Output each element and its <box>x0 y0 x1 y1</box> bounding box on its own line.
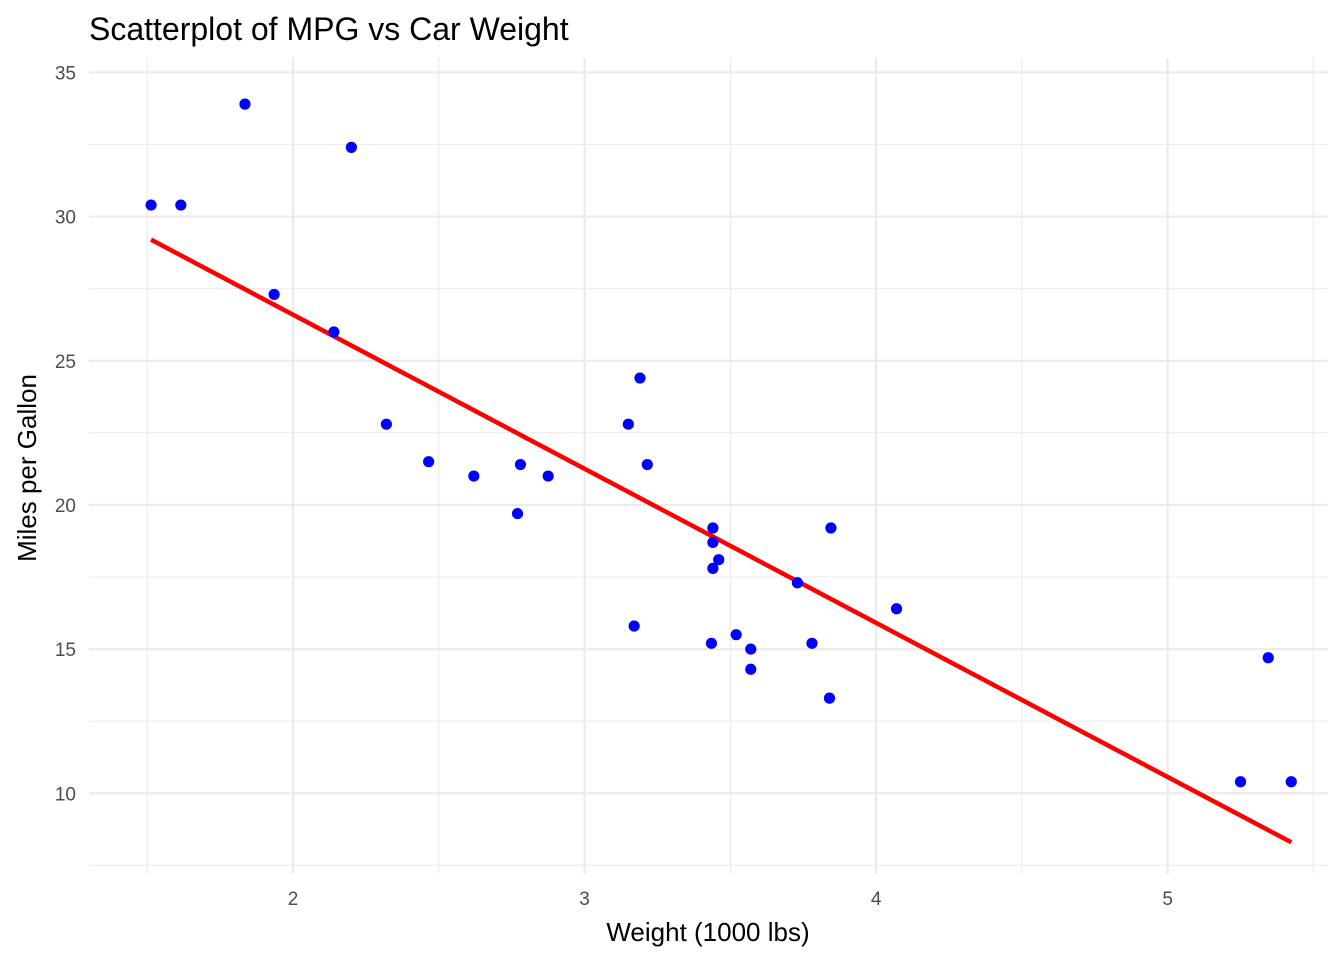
data-points <box>145 98 1297 788</box>
x-tick-label: 3 <box>579 889 590 910</box>
data-point <box>268 288 280 301</box>
data-point <box>791 577 804 589</box>
regression-line <box>150 237 1293 845</box>
data-point <box>707 536 719 549</box>
data-point <box>622 418 634 430</box>
data-point <box>468 470 480 482</box>
data-point <box>745 643 757 655</box>
data-point <box>730 629 742 641</box>
chart-title: Scatterplot of MPG vs Car Weight <box>89 11 569 47</box>
data-point <box>634 372 646 384</box>
data-point <box>745 663 757 675</box>
x-tick-label: 5 <box>1162 889 1173 910</box>
y-tick-label: 30 <box>55 208 76 229</box>
data-point <box>145 199 157 211</box>
minor-gridlines <box>89 58 1328 874</box>
data-point <box>239 98 251 110</box>
data-point <box>542 470 554 482</box>
regression-line-layer <box>150 237 1293 845</box>
data-point <box>380 418 392 430</box>
data-point <box>345 141 357 153</box>
major-gridlines <box>89 58 1328 874</box>
data-point <box>705 637 718 649</box>
data-point <box>511 507 524 520</box>
x-tick-label: 2 <box>288 889 299 910</box>
data-point <box>825 522 837 534</box>
data-point <box>806 637 818 649</box>
data-point <box>328 326 340 338</box>
data-point <box>423 456 435 468</box>
data-point <box>1262 652 1274 664</box>
data-point <box>823 692 836 704</box>
data-point <box>628 620 640 632</box>
data-point <box>707 562 719 574</box>
y-tick-label: 15 <box>55 640 76 661</box>
data-point <box>707 522 719 534</box>
data-point <box>1234 776 1247 788</box>
data-point <box>890 603 903 615</box>
y-tick-label: 10 <box>55 784 76 805</box>
data-point <box>514 458 527 471</box>
tick-labels: 2 3 4 5 10 15 20 25 30 35 <box>55 63 1173 910</box>
data-point <box>641 458 653 471</box>
y-tick-label: 25 <box>55 352 76 373</box>
data-point <box>175 199 187 211</box>
x-tick-label: 4 <box>871 889 882 910</box>
y-axis-title: Miles per Gallon <box>12 374 42 562</box>
y-tick-label: 20 <box>55 496 76 517</box>
data-point <box>713 554 725 566</box>
data-point <box>1285 776 1297 788</box>
y-tick-label: 35 <box>55 63 76 84</box>
x-axis-title: Weight (1000 lbs) <box>606 917 809 947</box>
